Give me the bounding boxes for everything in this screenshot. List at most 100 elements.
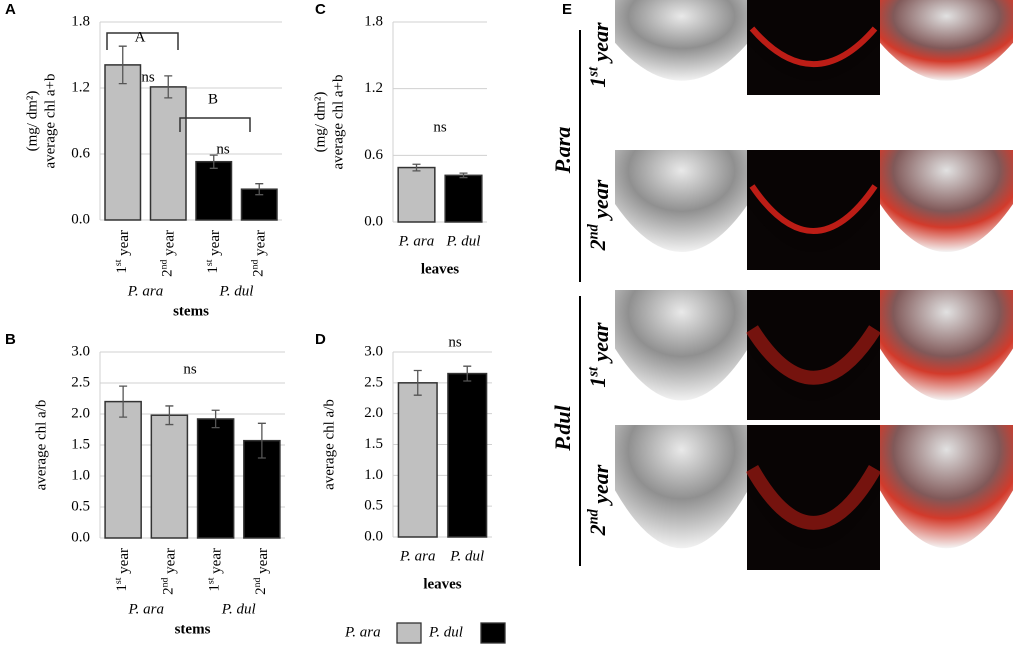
error-bar — [459, 172, 468, 179]
tissue — [747, 150, 880, 252]
annotation: ns — [448, 334, 462, 350]
error-bar — [118, 45, 127, 85]
tissue — [880, 0, 1013, 81]
tissue — [747, 425, 880, 549]
row-label: 1st year — [585, 322, 613, 388]
y-tick-label: 0.0 — [71, 529, 90, 545]
tissue — [880, 150, 1013, 252]
group-label: P. dul — [221, 601, 256, 617]
x-axis-label: stems — [175, 621, 211, 637]
fluorescence — [746, 325, 881, 385]
group-label: P.ara — [550, 127, 575, 175]
error-bar — [257, 422, 266, 459]
y-axis-label: (mg/ dm²) — [312, 92, 328, 153]
panel-letter: E — [562, 1, 572, 18]
group-label: P. dul — [219, 283, 254, 299]
x-tick-label: 1st year — [113, 230, 132, 274]
tissue — [615, 0, 748, 81]
panel-letter: C — [315, 1, 326, 18]
row-label: 2nd year — [585, 464, 613, 536]
annotation: ns — [183, 361, 197, 377]
legend-label: P. dul — [428, 624, 463, 640]
y-tick-label: 2.5 — [71, 374, 90, 390]
y-tick-label: 0.6 — [71, 145, 90, 161]
x-tick-label: 1st year — [206, 548, 225, 592]
annotation: A — [135, 29, 146, 45]
tissue — [880, 290, 1013, 401]
row-label: 1st year — [585, 22, 613, 88]
tissue — [615, 290, 748, 401]
y-tick-label: 2.0 — [364, 405, 383, 421]
y-tick-label: 1.0 — [71, 467, 90, 483]
x-tick-label: 2nd year — [160, 548, 179, 595]
y-axis-label: (mg/ dm²) — [24, 91, 40, 152]
y-tick-label: 1.2 — [364, 80, 383, 96]
y-tick-label: 0.5 — [364, 498, 383, 514]
y-tick-label: 0.0 — [71, 211, 90, 227]
error-bar — [463, 365, 472, 382]
x-tick-label: 1st year — [113, 548, 132, 592]
y-tick-label: 1.8 — [71, 13, 90, 29]
group-label: P. ara — [127, 601, 164, 617]
error-bar — [413, 369, 422, 396]
y-tick-label: 0.0 — [364, 213, 383, 229]
x-tick-label: P. ara — [398, 233, 435, 249]
bar — [150, 414, 189, 539]
tissue — [880, 425, 1013, 549]
tissue — [747, 0, 880, 81]
y-tick-label: 0.0 — [364, 528, 383, 544]
x-tick-label: P. dul — [446, 233, 481, 249]
y-tick-label: 3.0 — [364, 343, 383, 359]
bar — [104, 400, 142, 539]
annotation: ns — [141, 69, 155, 85]
panel-letter: B — [5, 331, 16, 348]
fluorescence — [745, 465, 882, 530]
y-tick-label: 2.0 — [71, 405, 90, 421]
y-axis-label: average chl a+b — [42, 73, 58, 168]
y-tick-label: 1.8 — [364, 13, 383, 29]
error-bar — [211, 409, 220, 429]
annotation: ns — [433, 119, 447, 135]
y-tick-label: 0.5 — [71, 498, 90, 514]
x-axis-label: leaves — [423, 576, 461, 592]
x-tick-label: 2nd year — [159, 230, 178, 277]
x-tick-label: 1st year — [204, 230, 223, 274]
error-bar — [255, 183, 264, 196]
y-tick-label: 1.5 — [71, 436, 90, 452]
x-axis-label: stems — [173, 303, 209, 319]
bar — [195, 160, 233, 221]
bar — [397, 382, 438, 538]
y-tick-label: 1.0 — [364, 467, 383, 483]
bracket — [179, 117, 251, 132]
x-tick-label: 2nd year — [252, 548, 271, 595]
tissue — [747, 290, 880, 401]
x-axis-label: leaves — [421, 261, 459, 277]
y-axis-label: average chl a/b — [33, 400, 49, 491]
y-tick-label: 2.5 — [364, 374, 383, 390]
error-bar — [119, 385, 128, 418]
x-tick-label: P. ara — [399, 548, 436, 564]
panel-letter: A — [5, 1, 16, 18]
bar — [149, 86, 187, 221]
group-label: P.dul — [550, 404, 575, 451]
micrograph-panel: E P.ara 1st year 2nd year P.dul 1st year 2nd … — [550, 0, 1013, 570]
error-bar — [164, 75, 173, 99]
error-bar — [209, 154, 218, 169]
legend-label: P. ara — [344, 624, 381, 640]
error-bar — [165, 405, 174, 426]
y-tick-label: 3.0 — [71, 343, 90, 359]
bracket — [106, 32, 179, 50]
y-tick-label: 1.5 — [364, 436, 383, 452]
x-tick-label: 2nd year — [250, 230, 269, 277]
annotation: ns — [216, 141, 230, 157]
legend-swatch — [480, 622, 506, 644]
y-axis-label: average chl a+b — [330, 74, 346, 169]
group-label: P. ara — [127, 283, 164, 299]
fluorescence — [749, 26, 878, 67]
y-tick-label: 0.6 — [364, 147, 383, 163]
bar — [444, 174, 483, 223]
y-tick-label: 1.2 — [71, 79, 90, 95]
row-label: 2nd year — [585, 179, 613, 251]
fluorescence — [749, 184, 878, 234]
